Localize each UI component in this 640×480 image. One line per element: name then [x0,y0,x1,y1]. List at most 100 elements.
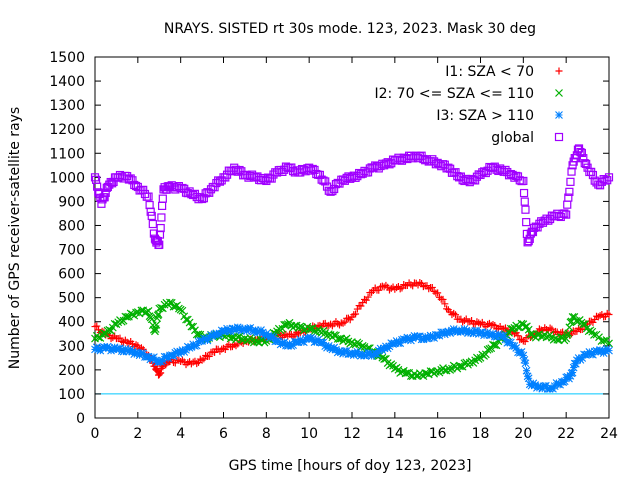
data-point [514,332,522,340]
data-point [373,350,381,358]
data-point [308,334,317,343]
data-point [205,352,213,360]
data-point [246,323,255,332]
data-point [412,333,421,342]
series-1 [91,278,613,379]
data-point [549,384,557,393]
data-point [152,320,161,329]
data-point [399,335,408,343]
data-point [562,210,571,219]
data-point [564,193,573,202]
data-point [576,147,585,157]
data-point [353,305,361,313]
x-tick-label: 2 [133,426,142,442]
data-point [157,369,165,377]
x-tick-label: 4 [176,426,185,442]
data-point [435,331,444,340]
data-point [244,324,253,333]
data-point [600,336,608,345]
series-4 [90,144,614,250]
data-point [152,366,160,374]
y-tick-label: 1200 [49,122,85,138]
data-point [298,337,306,346]
data-point [506,338,515,347]
data-point [93,322,101,330]
y-tick-label: 800 [58,218,85,234]
data-point [553,335,562,344]
data-point [341,318,349,326]
data-point [321,177,330,186]
data-point [187,343,196,351]
y-axis-label: Number of GPS receiver-satellite rays [7,107,23,369]
data-point [419,335,428,344]
data-point [587,350,596,358]
x-tick-label: 22 [557,426,575,442]
data-point [550,382,559,391]
x-tick-label: 16 [429,426,447,442]
data-point [232,342,240,350]
data-point [385,342,394,351]
x-tick-label: 20 [514,426,532,442]
data-point [232,326,240,335]
data-point [519,351,528,360]
data-point [396,339,405,348]
y-tick-label: 600 [58,267,85,283]
data-point [590,331,598,339]
data-point [424,334,433,343]
legend-marker [555,89,563,97]
data-point [280,338,289,347]
legend-label: global [491,130,534,146]
data-point [492,332,501,341]
x-tick-label: 0 [91,426,100,442]
y-tick-label: 900 [58,194,85,210]
x-tick-label: 6 [219,426,228,442]
data-point [565,187,574,196]
data-point [335,347,344,355]
data-point [521,205,530,214]
x-tick-label: 24 [600,426,618,442]
data-point [357,302,365,310]
data-point [565,323,574,332]
data-point [339,319,347,327]
data-point [533,330,542,339]
data-point [604,173,614,182]
data-point [519,176,528,186]
data-point [568,368,577,377]
legend-marker [555,67,563,75]
data-point [182,345,190,354]
data-point [512,344,521,352]
data-point [520,356,529,364]
x-tick-label: 8 [262,426,271,442]
y-tick-label: 500 [58,291,85,307]
data-point [547,384,556,392]
data-point [362,351,371,360]
data-point [332,345,340,354]
data-point [185,343,194,352]
data-point [167,351,176,360]
data-point [531,381,540,389]
data-point [565,374,573,383]
data-point [577,148,586,158]
data-point [224,326,233,335]
data-point [483,328,492,337]
data-point [428,283,436,291]
data-point [144,352,153,361]
data-point [178,306,187,315]
data-point [580,159,589,168]
y-tick-label: 0 [76,411,85,427]
data-point [365,349,374,358]
data-point [319,338,328,347]
data-point [428,333,437,341]
data-point [441,300,449,308]
data-point [501,335,510,344]
data-point [202,352,210,360]
data-point [116,344,124,353]
data-point [157,213,166,222]
data-point [439,295,447,303]
data-point [364,348,372,357]
data-point [566,371,575,380]
data-point [522,366,531,375]
data-point [603,309,611,317]
data-point [156,223,165,233]
